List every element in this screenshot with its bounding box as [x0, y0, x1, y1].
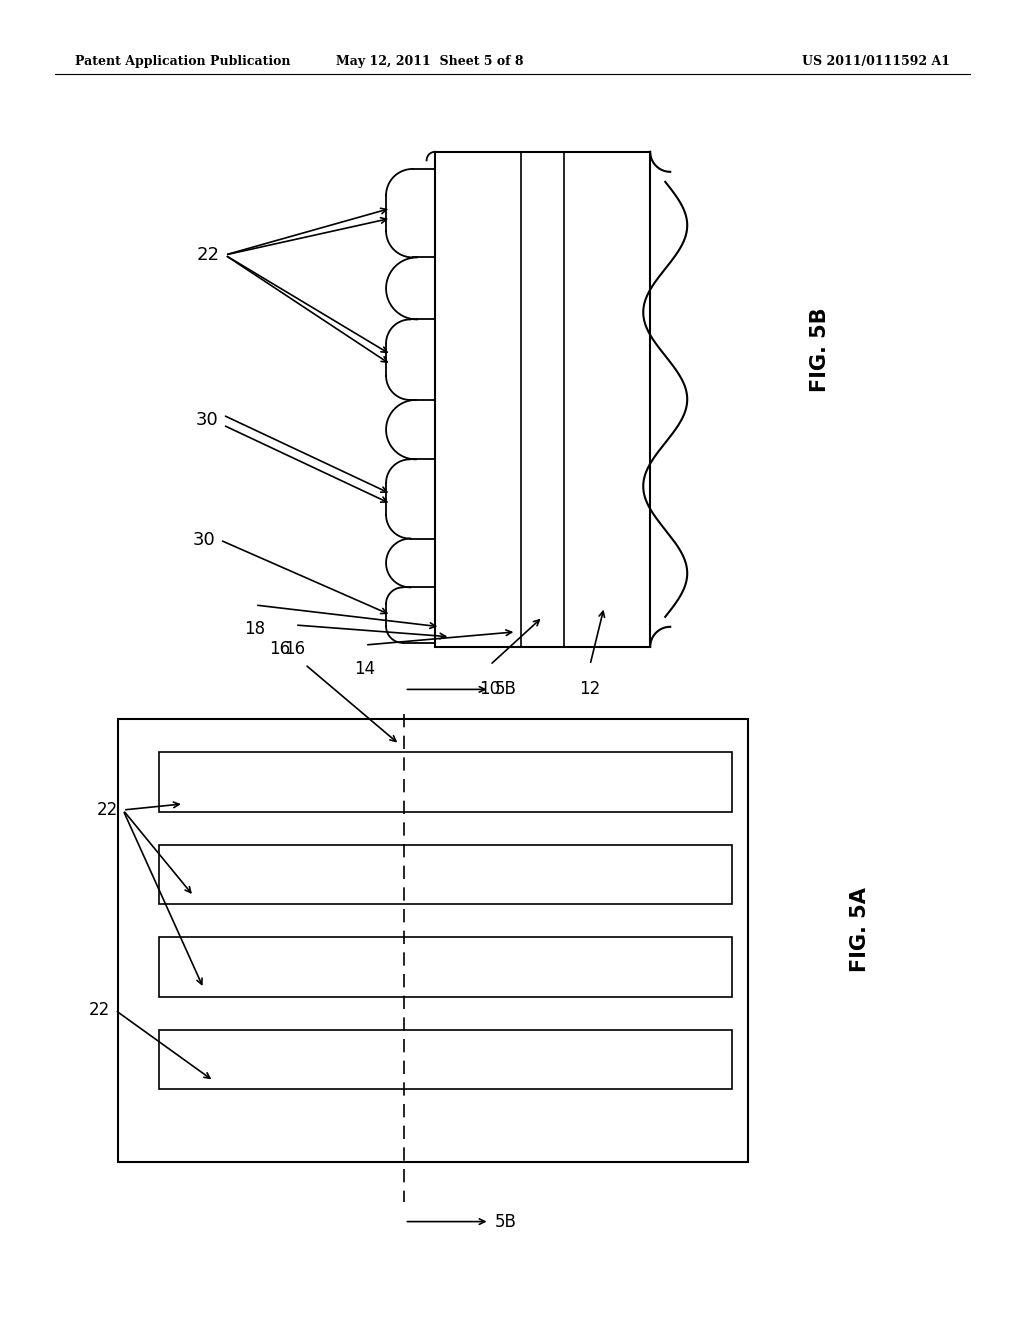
Text: Patent Application Publication: Patent Application Publication — [75, 55, 291, 69]
Bar — [159, 845, 732, 904]
Text: 5B: 5B — [495, 680, 516, 698]
Bar — [159, 937, 732, 997]
Text: 16: 16 — [285, 640, 305, 657]
Text: 16: 16 — [269, 640, 291, 659]
Text: 30: 30 — [196, 411, 218, 429]
Text: FIG. 5B: FIG. 5B — [810, 308, 830, 392]
Bar — [435, 152, 650, 647]
Bar — [118, 719, 748, 1162]
Text: 30: 30 — [193, 531, 215, 549]
Text: May 12, 2011  Sheet 5 of 8: May 12, 2011 Sheet 5 of 8 — [336, 55, 523, 69]
Text: 12: 12 — [580, 680, 601, 698]
Text: 10: 10 — [479, 680, 501, 698]
Text: US 2011/0111592 A1: US 2011/0111592 A1 — [802, 55, 950, 69]
Bar — [159, 1030, 732, 1089]
Text: 22: 22 — [197, 246, 220, 264]
Bar — [159, 752, 732, 812]
Text: 18: 18 — [245, 620, 265, 638]
Text: FIG. 5A: FIG. 5A — [850, 887, 870, 973]
Text: 14: 14 — [354, 660, 376, 678]
Text: 22: 22 — [89, 1001, 110, 1019]
Text: 5B: 5B — [495, 1213, 516, 1230]
Text: 22: 22 — [96, 801, 118, 818]
